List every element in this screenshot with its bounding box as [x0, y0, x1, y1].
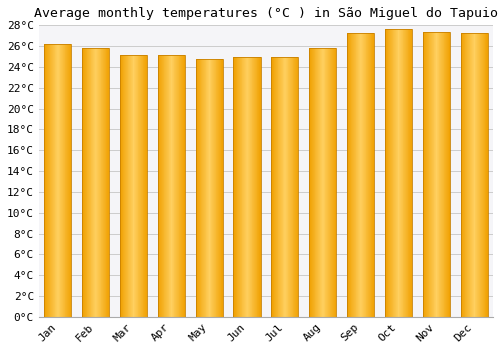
Bar [309, 48, 336, 317]
Bar [120, 55, 147, 317]
Bar [271, 56, 298, 317]
Bar [44, 44, 72, 317]
Title: Average monthly temperatures (°C ) in São Miguel do Tapuio: Average monthly temperatures (°C ) in Sã… [34, 7, 498, 20]
Bar [196, 58, 223, 317]
Bar [347, 33, 374, 317]
Bar [460, 33, 488, 317]
Bar [422, 32, 450, 317]
Bar [82, 48, 109, 317]
Bar [385, 29, 412, 317]
Bar [158, 55, 185, 317]
Bar [234, 56, 260, 317]
